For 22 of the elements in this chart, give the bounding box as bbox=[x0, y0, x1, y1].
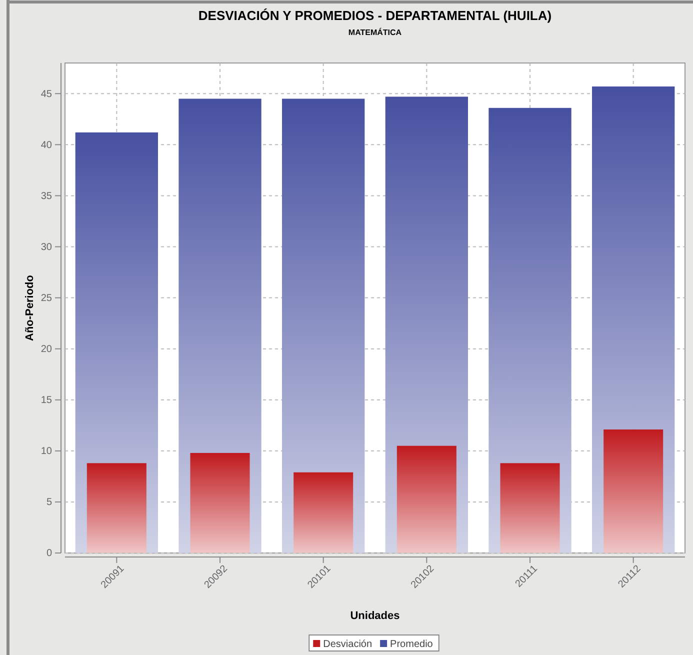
y-tick-label: 25 bbox=[40, 292, 52, 304]
y-tick-label: 20 bbox=[40, 344, 52, 356]
legend-label: Desviación bbox=[323, 639, 372, 650]
y-tick-label: 30 bbox=[40, 242, 52, 253]
bar bbox=[86, 463, 146, 553]
y-tick-label: 15 bbox=[40, 395, 52, 406]
y-tick-label: 35 bbox=[40, 190, 52, 202]
bar bbox=[190, 452, 250, 553]
bar bbox=[500, 463, 560, 553]
y-tick-label: 5 bbox=[46, 497, 52, 508]
y-tick-label: 0 bbox=[46, 548, 52, 560]
y-tick-label: 40 bbox=[40, 140, 52, 151]
y-tick-label: 10 bbox=[40, 446, 52, 458]
y-axis-title: Año-Periodo bbox=[24, 274, 36, 341]
y-tick-label: 45 bbox=[40, 88, 52, 100]
legend-label: Promedio bbox=[390, 639, 434, 650]
bar bbox=[396, 446, 456, 553]
chart-subtitle: MATEMÁTICA bbox=[348, 27, 402, 37]
chart-title: DESVIACIÓN Y PROMEDIOS - DEPARTAMENTAL (HUILA) bbox=[198, 8, 552, 23]
x-axis-title: Unidades bbox=[350, 610, 400, 622]
bar bbox=[294, 472, 354, 553]
bar bbox=[604, 429, 664, 553]
